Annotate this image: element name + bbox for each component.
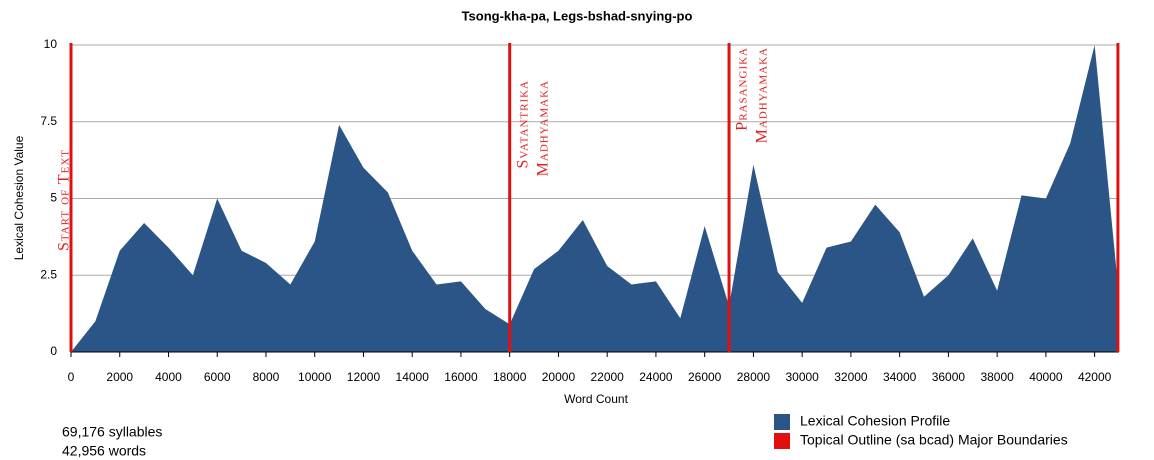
x-tick-label: 38000: [980, 370, 1014, 384]
y-tick-label: 0: [50, 344, 57, 358]
annotation: 42,956 words: [62, 443, 146, 459]
x-tick-label: 8000: [253, 370, 280, 384]
x-tick-label: 14000: [396, 370, 430, 384]
x-tick-label: 12000: [347, 370, 381, 384]
annotation: 69,176 syllables: [62, 424, 162, 440]
legend-label: Lexical Cohesion Profile: [800, 413, 950, 429]
x-tick-label: 10000: [298, 370, 332, 384]
legend-swatch: [774, 414, 790, 430]
legend-label: Topical Outline (sa bcad) Major Boundari…: [800, 432, 1068, 448]
x-tick-label: 2000: [106, 370, 133, 384]
boundary-label: Madhyamaka: [754, 47, 771, 143]
y-tick-label: 7.5: [40, 114, 57, 128]
area: [71, 45, 1119, 352]
y-axis-label: Lexical Cohesion Value: [12, 135, 26, 260]
x-tick-label: 6000: [204, 370, 231, 384]
x-tick-label: 28000: [737, 370, 771, 384]
x-tick-label: 18000: [493, 370, 527, 384]
x-axis-label: Word Count: [564, 392, 628, 406]
x-tick-label: 16000: [444, 370, 478, 384]
y-tick-label: 2.5: [40, 267, 57, 281]
chart-title: Tsong-kha-pa, Legs-bshad-snying-po: [462, 8, 693, 23]
x-tick-label: 30000: [785, 370, 819, 384]
x-tick-label: 32000: [834, 370, 868, 384]
boundary-label: Prasangika: [734, 47, 751, 131]
legend-swatch: [774, 433, 790, 449]
boundary-label: Svatantrika: [514, 80, 531, 168]
x-tick-label: 26000: [688, 370, 722, 384]
x-tick-label: 0: [68, 370, 75, 384]
x-tick-label: 4000: [155, 370, 182, 384]
y-tick-label: 10: [44, 37, 58, 51]
x-tick-label: 20000: [542, 370, 576, 384]
x-tick-label: 36000: [932, 370, 966, 384]
x-tick-label: 42000: [1078, 370, 1112, 384]
x-tick-label: 40000: [1029, 370, 1063, 384]
x-tick-label: 24000: [639, 370, 673, 384]
boundary-label: Start of Text: [56, 149, 73, 251]
y-tick-label: 5: [50, 191, 57, 205]
x-tick-label: 34000: [883, 370, 917, 384]
x-tick-label: 22000: [590, 370, 624, 384]
boundary-label: Madhyamaka: [534, 80, 551, 176]
